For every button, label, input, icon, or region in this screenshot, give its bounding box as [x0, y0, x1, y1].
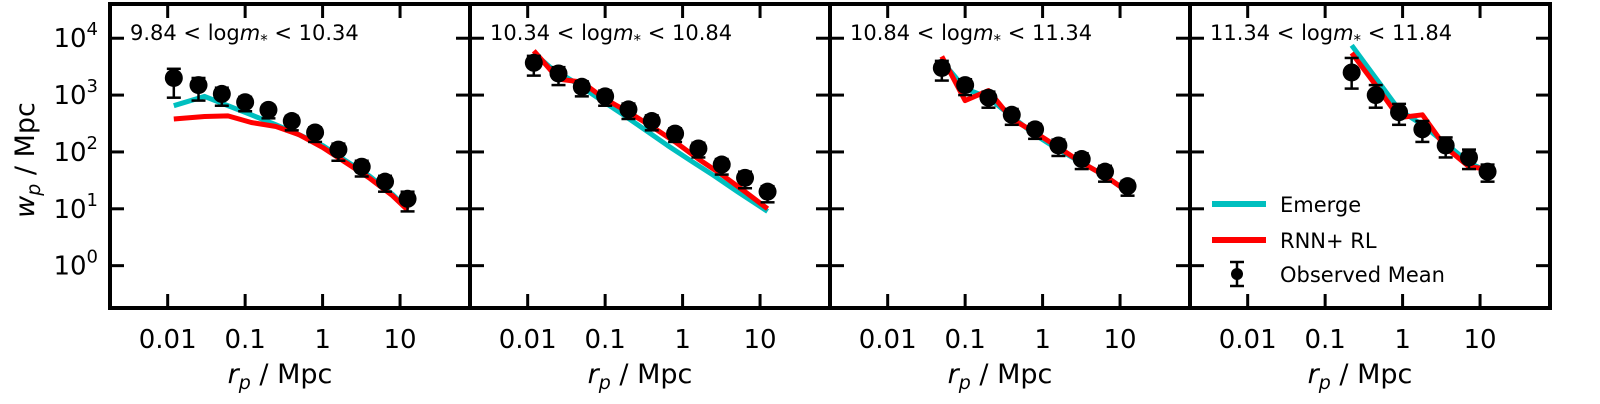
observed-point — [376, 172, 395, 191]
x-tick-label: 1 — [1394, 325, 1411, 355]
observed-point — [979, 88, 998, 107]
y-tick-label: 101 — [53, 190, 98, 225]
y-tick-label: 104 — [53, 19, 98, 54]
x-axis-title: rp / Mpc — [228, 359, 333, 394]
observed-point — [956, 76, 975, 95]
y-tick-label: 100 — [53, 247, 98, 282]
x-tick-label: 1 — [1034, 325, 1051, 355]
panel-frame — [828, 2, 1192, 310]
observed-point — [932, 58, 951, 77]
x-tick-label: 10 — [1104, 325, 1137, 355]
observed-point — [164, 68, 183, 87]
observed-point — [736, 168, 755, 187]
panel-4: 0.01 0.1 1 10 rp / Mpc 11.34 < logm* < 11.84 — [1188, 2, 1552, 394]
emerge-line — [532, 51, 769, 214]
observed-point — [642, 112, 661, 131]
observed-point — [1366, 86, 1385, 105]
observed-point — [329, 140, 348, 159]
observed-point — [189, 76, 208, 95]
observed-point — [596, 87, 615, 106]
x-tick-label: 0.01 — [1219, 325, 1277, 355]
observed-point — [666, 124, 685, 143]
panel-frame — [108, 2, 472, 310]
observed-point — [1002, 105, 1021, 124]
y-tick-label: 103 — [53, 76, 98, 111]
observed-point — [1460, 148, 1479, 167]
x-tick-label: 10 — [744, 325, 777, 355]
panel-mass-label: 10.34 < logm* < 10.84 — [490, 21, 732, 49]
x-tick-label: 0.01 — [499, 325, 557, 355]
panel-mass-label: 11.34 < logm* < 11.84 — [1210, 21, 1452, 49]
observed-point — [689, 139, 708, 158]
observed-point — [1478, 162, 1497, 181]
observed-point — [236, 93, 255, 112]
panel-frame — [1188, 2, 1552, 310]
x-tick-label: 0.1 — [1304, 325, 1345, 355]
observed-point — [758, 182, 777, 201]
x-axis-title: rp / Mpc — [948, 359, 1053, 394]
observed-point — [398, 189, 417, 208]
observed-point — [549, 64, 568, 83]
x-axis-title: rp / Mpc — [588, 359, 693, 394]
legend-label: RNN+ RL — [1280, 229, 1377, 253]
observed-point — [352, 157, 371, 176]
x-axis-title: rp / Mpc — [1308, 359, 1413, 394]
observed-point — [306, 123, 325, 142]
panel-2: 0.01 0.1 1 10 rp / Mpc 10.34 < logm* < 10.84 — [468, 2, 832, 394]
observed-point — [259, 100, 278, 119]
observed-point — [1096, 162, 1115, 181]
observed-point — [619, 100, 638, 119]
observed-point — [1118, 177, 1137, 196]
x-tick-label: 0.1 — [224, 325, 265, 355]
x-tick-label: 10 — [384, 325, 417, 355]
legend-label: Observed Mean — [1280, 263, 1445, 287]
panel-1: 0.01 0.1 1 10 rp / Mpc 9.84 < logm* < 10.34 — [108, 2, 472, 394]
observed-point — [1049, 136, 1068, 155]
panel-3: 0.01 0.1 1 10 rp / Mpc 10.84 < logm* < 11.34 — [828, 2, 1192, 394]
observed-point — [1413, 120, 1432, 139]
x-tick-label: 0.1 — [944, 325, 985, 355]
observed-point — [1390, 103, 1409, 122]
observed-point — [1436, 136, 1455, 155]
x-tick-label: 0.1 — [584, 325, 625, 355]
observed-point — [1072, 150, 1091, 169]
panel-frame — [468, 2, 832, 310]
observed-point — [572, 77, 591, 96]
y-tick-label: 102 — [53, 133, 98, 168]
x-tick-label: 1 — [314, 325, 331, 355]
x-tick-label: 0.01 — [859, 325, 917, 355]
y-axis-title: wp / Mpc — [10, 102, 45, 218]
observed-point — [524, 53, 543, 72]
x-tick-label: 0.01 — [139, 325, 197, 355]
x-tick-label: 1 — [674, 325, 691, 355]
observed-point — [712, 155, 731, 174]
panel-mass-label: 9.84 < logm* < 10.34 — [130, 21, 359, 49]
legend-label: Emerge — [1280, 193, 1361, 217]
legend-point — [1231, 268, 1243, 280]
observed-point — [1342, 63, 1361, 82]
panel-mass-label: 10.84 < logm* < 11.34 — [850, 21, 1092, 49]
x-tick-label: 10 — [1464, 325, 1497, 355]
observed-point — [282, 112, 301, 131]
observed-point — [1026, 120, 1045, 139]
observed-point — [212, 84, 231, 103]
legend: Emerge RNN+ RL Observed Mean — [1212, 193, 1445, 288]
